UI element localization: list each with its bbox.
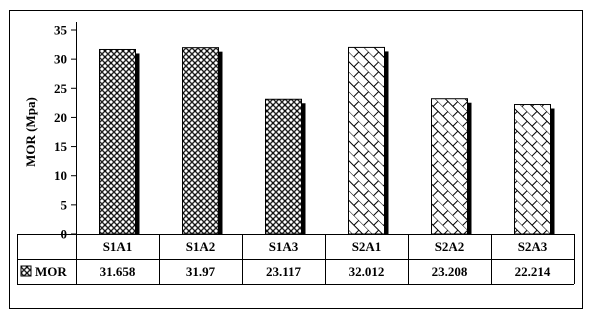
y-tick-label: 15 bbox=[54, 139, 68, 154]
x-tick-label: S2A3 bbox=[518, 239, 548, 254]
data-table: S1A1 S1A2 S1A3 S2A1 S2A2 S2A3 MOR 31.658 31.97 23… bbox=[17, 234, 575, 285]
x-tick-label: S1A3 bbox=[269, 239, 299, 254]
y-axis-title: MOR (Mpa) bbox=[23, 97, 38, 167]
y-tick-label: 20 bbox=[54, 110, 67, 125]
bar bbox=[265, 98, 302, 235]
x-tick-label: S2A2 bbox=[435, 239, 465, 254]
bar bbox=[514, 104, 551, 235]
bar bbox=[431, 98, 468, 235]
legend-swatch bbox=[20, 265, 32, 277]
plot-area: 05101520253035MOR (Mpa) bbox=[23, 22, 555, 284]
outer-border bbox=[9, 10, 583, 309]
y-tick-label: 35 bbox=[54, 23, 68, 38]
y-tick-label: 5 bbox=[61, 197, 68, 212]
y-tick-label: 10 bbox=[54, 168, 67, 183]
y-tick-label: 25 bbox=[54, 81, 68, 96]
bar bbox=[99, 48, 136, 235]
data-value-label: 32.012 bbox=[349, 264, 385, 279]
data-value-label: 23.117 bbox=[266, 264, 302, 279]
bar bbox=[182, 47, 219, 235]
data-value-label: 23.208 bbox=[432, 264, 468, 279]
x-tick-label: S1A1 bbox=[103, 239, 133, 254]
data-value-label: 22.214 bbox=[515, 264, 551, 279]
y-tick-label: 30 bbox=[54, 52, 67, 67]
legend-label: MOR bbox=[35, 264, 67, 279]
data-value-label: 31.658 bbox=[100, 264, 136, 279]
bar bbox=[348, 46, 385, 235]
x-tick-label: S1A2 bbox=[186, 239, 216, 254]
data-value-label: 31.97 bbox=[186, 264, 216, 279]
x-tick-label: S2A1 bbox=[352, 239, 382, 254]
